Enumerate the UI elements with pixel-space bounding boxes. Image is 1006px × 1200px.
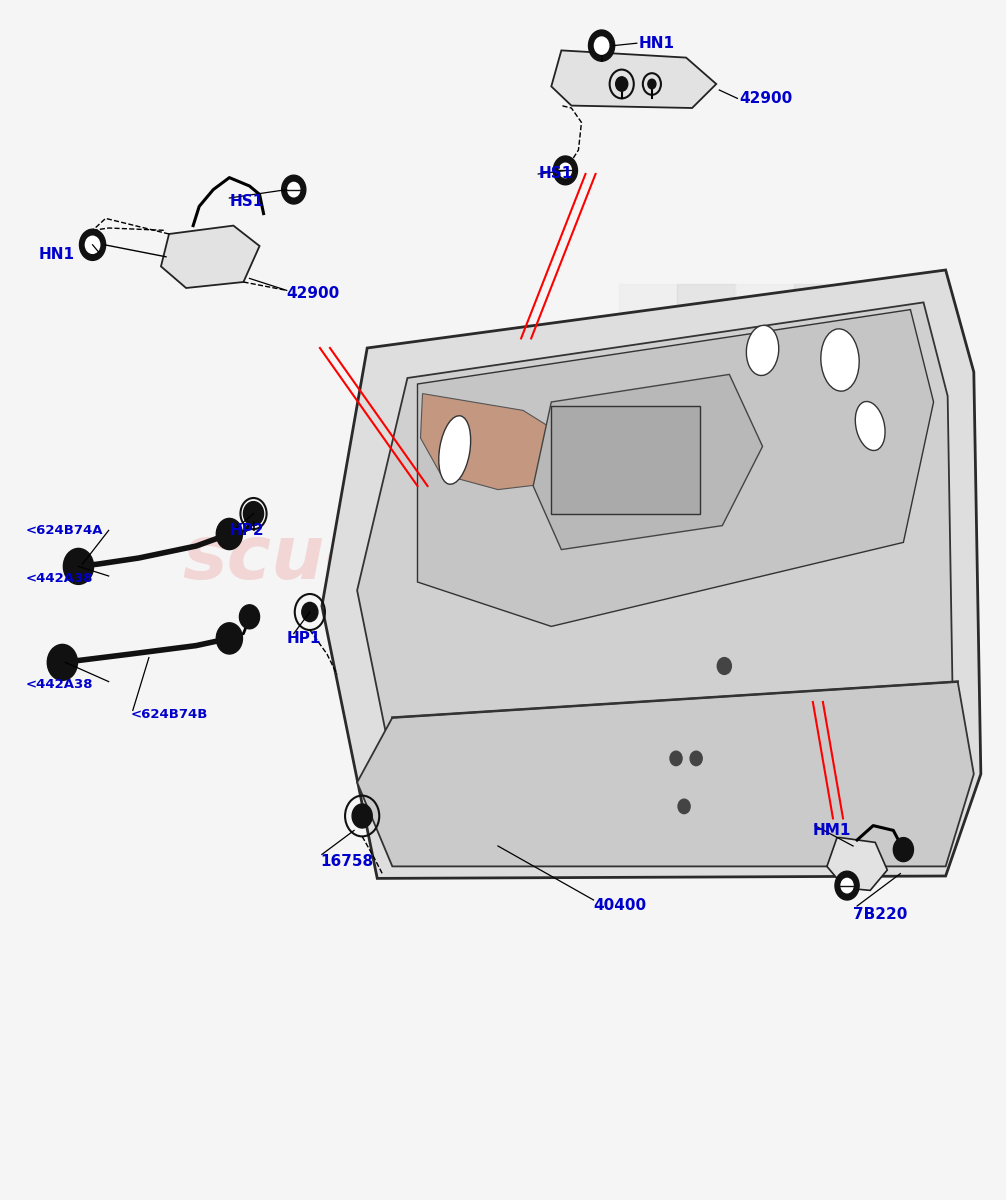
Circle shape xyxy=(690,751,702,766)
Bar xyxy=(677,632,735,702)
Bar xyxy=(619,493,677,563)
Circle shape xyxy=(216,623,242,654)
Bar xyxy=(619,424,677,493)
Bar xyxy=(619,632,677,702)
Circle shape xyxy=(302,602,318,622)
Bar xyxy=(735,354,794,424)
Text: p  a  r  t  s: p a r t s xyxy=(389,605,617,648)
Polygon shape xyxy=(161,226,260,288)
Bar xyxy=(794,284,852,354)
Bar xyxy=(735,424,794,493)
Circle shape xyxy=(841,878,853,893)
Circle shape xyxy=(352,804,372,828)
Text: 42900: 42900 xyxy=(739,91,793,106)
Bar xyxy=(852,493,910,563)
Circle shape xyxy=(717,658,731,674)
Circle shape xyxy=(47,644,77,680)
Text: 16758: 16758 xyxy=(320,854,373,869)
Text: 42900: 42900 xyxy=(287,287,340,301)
Circle shape xyxy=(216,518,242,550)
Bar xyxy=(852,632,910,702)
Text: HN1: HN1 xyxy=(639,36,675,50)
Text: HS1: HS1 xyxy=(538,167,572,181)
Bar xyxy=(852,284,910,354)
Circle shape xyxy=(63,548,94,584)
Ellipse shape xyxy=(821,329,859,391)
Bar xyxy=(794,493,852,563)
Ellipse shape xyxy=(746,325,779,376)
Circle shape xyxy=(288,182,300,197)
Bar xyxy=(794,354,852,424)
Circle shape xyxy=(86,236,100,253)
Circle shape xyxy=(678,799,690,814)
Text: 7B220: 7B220 xyxy=(853,907,907,922)
Bar xyxy=(619,563,677,632)
Polygon shape xyxy=(421,394,561,490)
Bar xyxy=(677,354,735,424)
Polygon shape xyxy=(827,838,887,890)
Text: 40400: 40400 xyxy=(594,899,647,913)
Polygon shape xyxy=(551,50,716,108)
Ellipse shape xyxy=(439,415,471,485)
Polygon shape xyxy=(357,682,974,866)
Circle shape xyxy=(648,79,656,89)
Bar xyxy=(677,424,735,493)
Bar xyxy=(794,563,852,632)
Bar xyxy=(735,493,794,563)
Circle shape xyxy=(79,229,106,260)
Circle shape xyxy=(670,751,682,766)
Circle shape xyxy=(893,838,913,862)
Circle shape xyxy=(835,871,859,900)
Bar xyxy=(794,632,852,702)
Text: HP2: HP2 xyxy=(229,523,264,538)
Circle shape xyxy=(282,175,306,204)
Bar xyxy=(735,284,794,354)
Bar xyxy=(619,284,677,354)
Bar xyxy=(735,632,794,702)
Bar xyxy=(852,424,910,493)
Text: <442A38: <442A38 xyxy=(25,678,93,690)
Bar xyxy=(852,563,910,632)
Ellipse shape xyxy=(855,402,885,450)
Text: HM1: HM1 xyxy=(813,823,851,838)
Bar xyxy=(551,406,700,514)
Bar xyxy=(619,354,677,424)
Text: HN1: HN1 xyxy=(38,247,74,262)
Circle shape xyxy=(589,30,615,61)
Bar xyxy=(735,563,794,632)
Circle shape xyxy=(239,605,260,629)
Text: HP1: HP1 xyxy=(287,631,321,646)
Bar xyxy=(852,354,910,424)
Circle shape xyxy=(595,37,609,54)
Circle shape xyxy=(243,502,264,526)
Text: <624B74A: <624B74A xyxy=(25,524,103,536)
Bar xyxy=(677,284,735,354)
Text: <624B74B: <624B74B xyxy=(131,708,208,720)
Polygon shape xyxy=(533,374,763,550)
Text: <442A38: <442A38 xyxy=(25,572,93,584)
Circle shape xyxy=(616,77,628,91)
Circle shape xyxy=(553,156,577,185)
Text: scuderia: scuderia xyxy=(182,522,542,594)
Circle shape xyxy=(559,163,571,178)
Text: HS1: HS1 xyxy=(229,194,264,209)
Polygon shape xyxy=(322,270,981,878)
Polygon shape xyxy=(357,302,954,840)
Bar xyxy=(677,563,735,632)
Polygon shape xyxy=(417,310,934,626)
Bar xyxy=(794,424,852,493)
Bar xyxy=(677,493,735,563)
Circle shape xyxy=(247,506,260,521)
